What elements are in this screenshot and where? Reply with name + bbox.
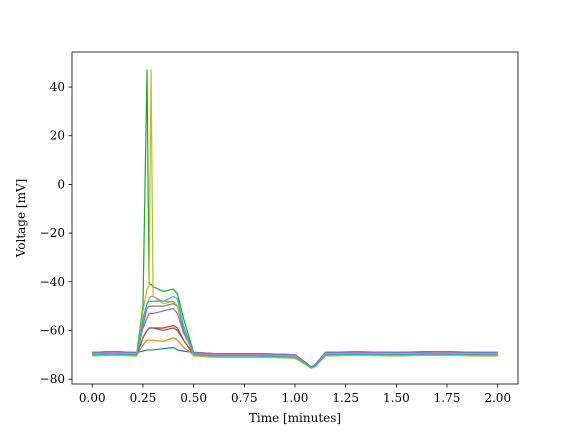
y-tick-label: −20 (40, 226, 65, 240)
y-tick-label: 20 (50, 129, 65, 143)
x-tick-label: 1.75 (434, 391, 461, 405)
x-tick-label: 2.00 (484, 391, 511, 405)
x-tick-label: 1.50 (383, 391, 410, 405)
y-tick-label: −80 (40, 372, 65, 386)
y-tick-label: −40 (40, 275, 65, 289)
x-tick-label: 1.25 (332, 391, 359, 405)
x-tick-label: 0.50 (180, 391, 207, 405)
y-axis-label: Voltage [mV] (14, 179, 28, 259)
x-tick-label: 1.00 (282, 391, 309, 405)
x-tick-label: 0.00 (79, 391, 106, 405)
y-tick-label: 40 (50, 80, 65, 94)
series-line (92, 295, 498, 369)
y-tick-label: −60 (40, 323, 65, 337)
y-tick-label: 0 (57, 177, 65, 191)
series-line (92, 69, 498, 369)
x-tick-label: 0.25 (130, 391, 157, 405)
x-tick-label: 0.75 (231, 391, 258, 405)
x-axis-label: Time [minutes] (249, 411, 341, 425)
